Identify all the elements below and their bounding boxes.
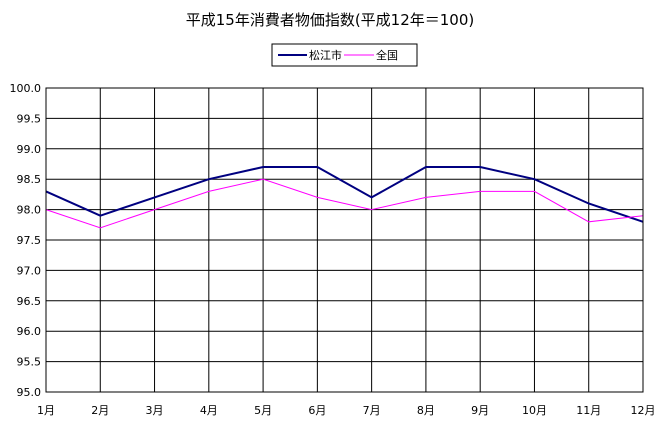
x-tick-label: 3月 bbox=[146, 404, 164, 417]
legend: 松江市 全国 bbox=[271, 43, 418, 67]
y-tick-label: 95.5 bbox=[17, 356, 42, 369]
y-tick-label: 95.0 bbox=[17, 386, 42, 399]
x-tick-label: 1月 bbox=[37, 404, 55, 417]
x-tick-label: 8月 bbox=[417, 404, 435, 417]
y-tick-label: 97.0 bbox=[17, 264, 42, 277]
x-tick-label: 2月 bbox=[91, 404, 109, 417]
x-tick-label: 10月 bbox=[522, 404, 547, 417]
y-tick-label: 97.5 bbox=[17, 234, 42, 247]
x-tick-label: 11月 bbox=[576, 404, 601, 417]
plot-area: 100.0 99.5 99.0 98.5 98.0 97.5 97.0 96.5 96.0 95.… bbox=[10, 82, 656, 417]
y-tick-label: 96.5 bbox=[17, 295, 42, 308]
x-tick-label: 5月 bbox=[254, 404, 272, 417]
x-tick-label: 4月 bbox=[200, 404, 218, 417]
y-tick-label: 96.0 bbox=[17, 325, 42, 338]
legend-label-0: 松江市 bbox=[309, 48, 342, 62]
y-tick-label: 98.5 bbox=[17, 173, 42, 186]
series-line-1 bbox=[45, 178, 644, 229]
x-tick-label: 12月 bbox=[631, 404, 656, 417]
chart-title: 平成15年消費者物価指数(平成12年＝100) bbox=[186, 11, 475, 29]
series-line-0 bbox=[45, 166, 644, 223]
plot-border bbox=[45, 87, 644, 393]
y-tick-label: 99.5 bbox=[17, 112, 42, 125]
x-tick-label: 9月 bbox=[471, 404, 489, 417]
y-tick-label: 99.0 bbox=[17, 143, 42, 156]
y-tick-label: 100.0 bbox=[10, 82, 42, 95]
legend-label-1: 全国 bbox=[376, 48, 398, 62]
x-tick-label: 7月 bbox=[363, 404, 381, 417]
x-tick-label: 6月 bbox=[308, 404, 326, 417]
y-tick-label: 98.0 bbox=[17, 204, 42, 217]
